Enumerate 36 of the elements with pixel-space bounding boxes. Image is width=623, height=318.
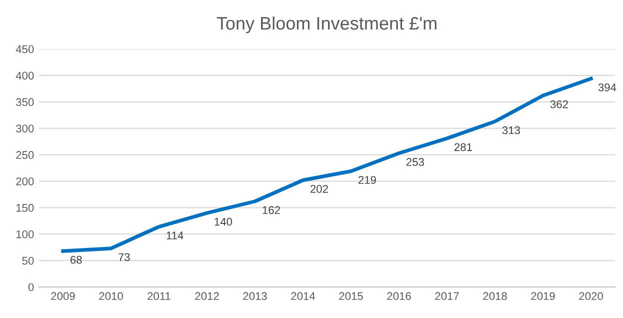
data-label: 394 (598, 83, 616, 92)
data-label: 253 (406, 158, 424, 166)
y-tick-label: 0 (28, 283, 34, 292)
x-tick-label: 2018 (483, 292, 507, 300)
y-tick-label: 100 (16, 230, 34, 238)
x-tick-label: 2015 (339, 292, 363, 300)
x-tick-label: 2014 (291, 292, 316, 300)
x-tick-label: 2017 (435, 292, 459, 300)
y-tick-label: 450 (16, 45, 34, 54)
data-label: 281 (454, 143, 472, 152)
x-tick-label: 2009 (51, 292, 75, 300)
y-tick-label: 150 (16, 204, 34, 212)
y-tick-label: 200 (16, 177, 34, 186)
x-tick-label: 2013 (243, 292, 267, 300)
y-tick-label: 350 (16, 98, 34, 106)
x-tick-label: 2012 (195, 292, 219, 300)
y-tick-label: 50 (22, 256, 34, 265)
line-series (61, 76, 593, 253)
data-label: 219 (358, 176, 376, 184)
x-tick-label: 2020 (579, 292, 603, 300)
data-label: 68 (70, 256, 82, 264)
data-label: 362 (550, 100, 568, 108)
data-label: 162 (262, 206, 280, 214)
y-tick-label: 400 (16, 72, 34, 80)
data-label: 73 (118, 253, 130, 262)
x-tick-label: 2019 (531, 292, 555, 300)
chart-title: Tony Bloom Investment £'m (216, 16, 436, 34)
data-label: 202 (310, 185, 328, 193)
x-tick-label: 2010 (99, 292, 123, 300)
data-label: 140 (214, 218, 232, 226)
y-tick-label: 300 (16, 124, 34, 132)
x-tick-label: 2016 (387, 292, 411, 300)
data-label: 114 (166, 232, 184, 240)
y-tick-label: 250 (16, 151, 34, 159)
data-label: 313 (502, 126, 520, 134)
x-tick-label: 2011 (148, 292, 170, 300)
